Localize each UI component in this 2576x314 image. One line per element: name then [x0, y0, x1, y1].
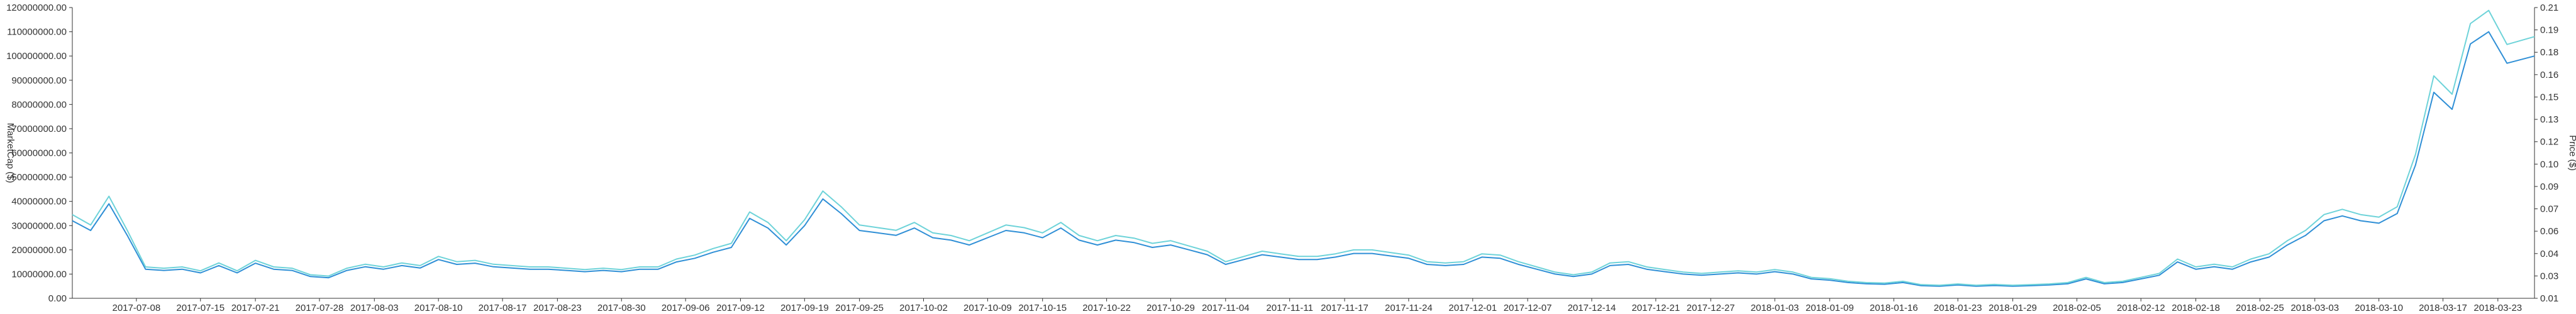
x-tick-label: 2018-02-25	[2236, 303, 2284, 313]
x-tick-label: 2017-10-02	[899, 303, 948, 313]
series-line-price	[72, 9, 2535, 286]
series-line-marketcap	[72, 31, 2535, 287]
series-layer	[72, 9, 2535, 287]
left-tick-label: 30000000.00	[11, 220, 67, 231]
left-axis-ticks: 0.00 10000000.00 20000000.00 30000000.00 400…	[6, 3, 72, 304]
x-tick-label: 2017-07-28	[296, 303, 344, 313]
x-tick-label: 2018-01-09	[1806, 303, 1854, 313]
x-tick-label: 2017-11-04	[1202, 303, 1250, 313]
right-tick-label: 0.07	[2540, 204, 2558, 215]
x-axis-ticks: 2017-07-08 2017-07-15 2017-07-21 2017-07-28…	[113, 298, 2522, 313]
x-tick-label: 2018-03-17	[2419, 303, 2467, 313]
x-tick-label: 2017-08-03	[350, 303, 399, 313]
right-tick-label: 0.12	[2540, 137, 2558, 148]
right-tick-label: 0.16	[2540, 70, 2558, 80]
right-tick-label: 0.15	[2540, 92, 2558, 102]
x-tick-label: 2018-01-29	[1989, 303, 2037, 313]
x-tick-label: 2017-09-25	[835, 303, 884, 313]
x-tick-label: 2018-01-23	[1934, 303, 1982, 313]
x-tick-label: 2017-10-15	[1018, 303, 1067, 313]
right-tick-label: 0.18	[2540, 47, 2558, 58]
x-tick-label: 2017-12-21	[1631, 303, 1680, 313]
left-tick-label: 100000000.00	[6, 51, 67, 62]
left-tick-label: 0.00	[48, 293, 67, 304]
x-tick-label: 2017-09-06	[662, 303, 710, 313]
x-tick-label: 2017-08-30	[597, 303, 646, 313]
right-tick-label: 0.03	[2540, 271, 2558, 281]
right-tick-label: 0.04	[2540, 249, 2558, 259]
left-tick-label: 90000000.00	[11, 75, 67, 86]
left-tick-label: 80000000.00	[11, 99, 67, 110]
x-tick-label: 2017-09-19	[780, 303, 829, 313]
x-tick-label: 2017-10-29	[1146, 303, 1195, 313]
left-tick-label: 20000000.00	[11, 245, 67, 256]
x-tick-label: 2018-02-18	[2172, 303, 2220, 313]
right-tick-label: 0.09	[2540, 181, 2558, 192]
left-tick-label: 60000000.00	[11, 148, 67, 159]
x-tick-label: 2017-08-23	[533, 303, 582, 313]
x-tick-label: 2017-12-27	[1687, 303, 1735, 313]
right-tick-label: 0.13	[2540, 114, 2558, 125]
left-tick-label: 70000000.00	[11, 124, 67, 134]
x-tick-label: 2017-11-17	[1321, 303, 1368, 313]
x-tick-label: 2017-07-15	[176, 303, 225, 313]
axes-layer	[72, 8, 2535, 299]
x-tick-label: 2018-02-05	[2053, 303, 2101, 313]
right-tick-label: 0.10	[2540, 159, 2558, 170]
x-tick-label: 2018-01-16	[1870, 303, 1918, 313]
x-tick-label: 2017-12-01	[1448, 303, 1497, 313]
left-tick-label: 120000000.00	[6, 3, 67, 13]
x-tick-label: 2017-09-12	[716, 303, 765, 313]
right-tick-label: 0.06	[2540, 226, 2558, 237]
x-tick-label: 2017-12-07	[1504, 303, 1552, 313]
x-tick-label: 2018-03-10	[2355, 303, 2403, 313]
left-tick-label: 40000000.00	[11, 197, 67, 207]
left-tick-label: 110000000.00	[7, 27, 67, 38]
left-axis-title: MarketCap ($)	[5, 123, 16, 183]
right-axis-ticks: 0.01 0.03 0.04 0.06 0.07 0.09 0.10 0.12 0.13 0.15…	[2534, 3, 2558, 304]
x-tick-label: 2018-01-03	[1751, 303, 1799, 313]
left-tick-label: 50000000.00	[11, 172, 67, 183]
left-tick-label: 10000000.00	[11, 269, 67, 279]
right-tick-label: 0.19	[2540, 25, 2558, 36]
x-tick-label: 2017-07-21	[231, 303, 280, 313]
x-tick-label: 2017-11-11	[1266, 303, 1313, 313]
right-tick-label: 0.01	[2540, 293, 2558, 304]
right-axis-title: Price ($)	[2567, 135, 2576, 171]
x-tick-label: 2018-03-03	[2290, 303, 2339, 313]
x-tick-label: 2017-11-24	[1385, 303, 1433, 313]
x-tick-label: 2017-07-08	[113, 303, 161, 313]
x-tick-label: 2018-03-23	[2473, 303, 2522, 313]
x-tick-label: 2017-10-22	[1082, 303, 1131, 313]
x-tick-label: 2017-08-17	[479, 303, 527, 313]
x-tick-label: 2018-02-12	[2117, 303, 2165, 313]
right-tick-label: 0.21	[2540, 3, 2558, 13]
x-tick-label: 2017-10-09	[963, 303, 1012, 313]
x-tick-label: 2017-12-14	[1568, 303, 1616, 313]
x-tick-label: 2017-08-10	[414, 303, 463, 313]
